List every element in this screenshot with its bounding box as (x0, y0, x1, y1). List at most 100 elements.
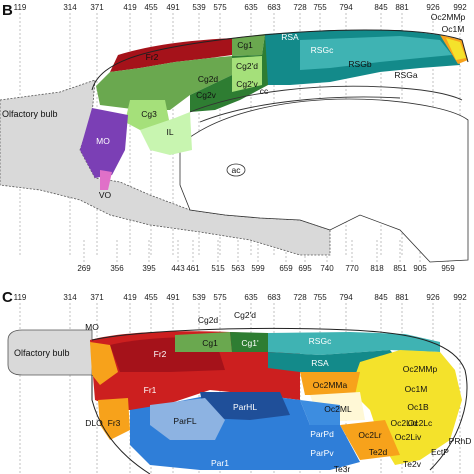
panel-c-top-tick-label: 491 (166, 293, 180, 302)
panel-b-medial-wall (179, 98, 469, 263)
panel-c-label-olfactory-bulb: Olfactory bulb (14, 348, 70, 358)
panel-b-top-tick-label: 881 (395, 3, 409, 12)
panel-b-area-rsgc (300, 36, 452, 70)
panel-c-top-tick-label: 755 (313, 293, 327, 302)
panel-c-label-oc2lr: Oc2Lr (358, 430, 381, 440)
panel-b-bottom-tick-label: 659 (279, 264, 293, 273)
panel-c-label-fr2: Fr2 (154, 349, 167, 359)
panel-b-bottom-tick-label: 395 (142, 264, 156, 273)
panel-c-label-te2v: Te2v (403, 459, 422, 469)
panel-b-top-tick-label: 845 (374, 3, 388, 12)
panel-b-bottom-tick-label: 563 (231, 264, 245, 273)
panel-b-area-cg-green (96, 56, 232, 110)
panel-c-label-par1: Par1 (211, 458, 229, 468)
panel-b-label-ac: ac (232, 165, 242, 175)
panel-b-label-cg2d: Cg2d (198, 74, 219, 84)
panel-b-bottom-tick-label: 905 (413, 264, 427, 273)
panel-b-label-cg2pv: Cg2'v (236, 79, 258, 89)
panel-b-top-tick-label: 728 (293, 3, 307, 12)
panel-c-label-cg2d: Cg2d (198, 315, 219, 325)
panel-c-top-tick-label: 635 (244, 293, 258, 302)
panel-b-bottom-ticks: 269 356 395 443 461 515 563 599 659 695 740 770 818 8… (77, 240, 455, 273)
panel-c-label-fr3: Fr3 (108, 418, 121, 428)
panel-b-top-tick-label: 455 (144, 3, 158, 12)
panel-b-bottom-tick-label: 269 (77, 264, 91, 273)
panel-c-area-parhl (200, 392, 290, 420)
panel-b-label-cg1: Cg1 (237, 40, 253, 50)
panel-c-top-tick-label: 119 (14, 293, 27, 302)
panel-c-top-tick-label: 881 (395, 293, 409, 302)
panel-c-label-dlo: DLO (85, 418, 103, 428)
panel-c-letter: C (2, 289, 13, 306)
panel-c-label-oc2mmp: Oc2MMp (403, 364, 438, 374)
panel-b-top-tick-label: 539 (192, 3, 206, 12)
panel-b-bottom-tick-label: 515 (211, 264, 225, 273)
panel-c-area-cg1p (230, 332, 268, 352)
panel-c-label-ectp: EctP (431, 447, 449, 457)
panel-b-bottom-tick-label: 770 (345, 264, 359, 273)
panel-c-area-oc-yellow (350, 350, 462, 465)
panel-b-olfactory-bulb (0, 79, 331, 256)
panel-b-area-cg2p (232, 56, 262, 92)
panel-b-top-tick-label: 314 (63, 3, 77, 12)
panel-b-bottom-tick-label: 740 (320, 264, 334, 273)
panel-c-label-te2d: Te2d (369, 447, 388, 457)
panel-b-top-tick-label: 575 (213, 3, 227, 12)
panel-c-top-tick-label: 371 (90, 293, 104, 302)
panel-b-label-oc2mmp: Oc2MMp (431, 12, 466, 22)
panel-b-area-il (140, 112, 192, 155)
panel-c-cortex-outline (91, 327, 468, 474)
panel-c-label-prhd: PRhD (449, 436, 472, 446)
panel-b-label-fr2: Fr2 (146, 52, 159, 62)
panel-b-bottom-tick-label: 443 (171, 264, 185, 273)
panel-c-top-tick-label: 314 (63, 293, 77, 302)
panel-b-label-vo: VO (99, 190, 112, 200)
panel-c-top-tick-label: 683 (267, 293, 281, 302)
panel-b-label-rsgc: RSGc (311, 45, 334, 55)
panel-b-top-tick-label: 491 (166, 3, 180, 12)
panel-b-bottom-tick-label: 356 (110, 264, 124, 273)
panel-c-label-cg1: Cg1 (202, 338, 218, 348)
panel-c-area-orange-left (90, 342, 118, 385)
panel-b-corpus-callosum (189, 85, 463, 123)
panel-b-area-cg3 (125, 100, 170, 130)
panel-b-label-cc: cc (260, 86, 269, 96)
panel-c-label-oc1m: Oc1M (405, 384, 428, 394)
panel-c-label-cg2pd: Cg2'd (234, 310, 256, 320)
panel-c-top-tick-label: 728 (293, 293, 307, 302)
panel-b-top-tick-label: 119 (14, 3, 27, 12)
panel-c-label-fr1: Fr1 (144, 385, 157, 395)
panel-b-bottom-tick-label: 599 (251, 264, 265, 273)
panel-b-area-oc2mmp (446, 38, 466, 60)
panel-b-label-mo: MO (96, 136, 110, 146)
panel-b-top-tick-label: 371 (90, 3, 104, 12)
panel-c-top-tick-label: 992 (453, 293, 467, 302)
panel-b-area-fr2 (110, 38, 235, 72)
panel-c-top-tick-label: 419 (123, 293, 137, 302)
panel-c-top-tick-label: 455 (144, 293, 158, 302)
panel-b-label-cg3: Cg3 (141, 109, 157, 119)
panel-b-top-tick-label: 755 (313, 3, 327, 12)
panel-b-label-cg2v: Cg2v (196, 90, 217, 100)
panel-b-top-tick-label: 635 (244, 3, 258, 12)
panel-b-bottom-tick-label: 818 (370, 264, 384, 273)
panel-c-area-oc2mma (300, 372, 360, 395)
panel-c-label-oc2mma: Oc2MMa (313, 380, 348, 390)
panel-c-label-parpd: ParPd (310, 429, 334, 439)
panel-c-label-rsa: RSA (311, 358, 329, 368)
panel-b-label-oc1m: Oc1M (442, 24, 465, 34)
panel-c-label-oc1b: Oc1B (407, 402, 429, 412)
panel-b-letter: B (2, 2, 13, 19)
panel-b-anterior-commissure (226, 163, 246, 177)
panel-b-area-vo (100, 170, 112, 190)
panel-c-area-cg1 (175, 332, 232, 352)
panel-c-label-parhl: ParHL (233, 402, 257, 412)
panel-b-label-rsga: RSGa (394, 70, 417, 80)
panel-c-label-te3r: Te3r (334, 464, 351, 474)
panel-b-label-il: IL (166, 127, 173, 137)
panel-b-area-mo (80, 108, 128, 178)
panel-b-top-tick-label: 419 (123, 3, 137, 12)
panel-c-label-oc2lc: Oc2Lc (408, 418, 433, 428)
